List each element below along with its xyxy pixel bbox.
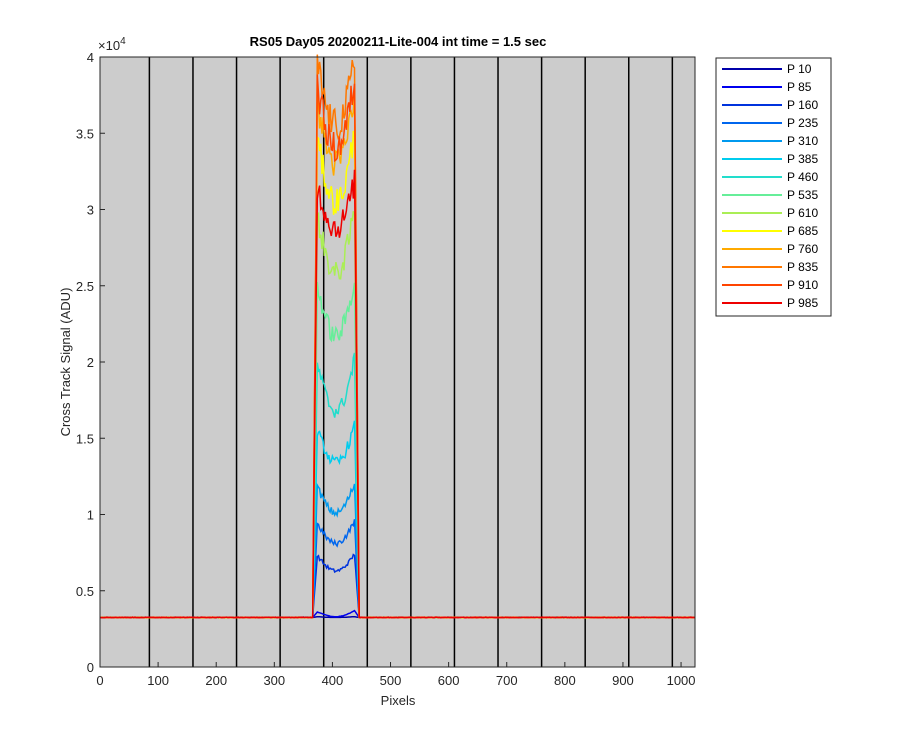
legend: P 10 P 85 P 160 P 235 P 310 P 385 P 460 P 535 P … <box>715 57 832 317</box>
legend-label-p-910: P 910 <box>787 278 818 292</box>
x-tick-group: 0 100 200 300 400 500 600 700 800 900 1000 <box>96 662 696 688</box>
legend-label-p-985: P 985 <box>787 296 818 310</box>
series-group <box>99 54 696 619</box>
legend-label-p-460: P 460 <box>787 170 818 184</box>
y-tick-label-0: 0 <box>87 660 94 675</box>
legend-label-p-235: P 235 <box>787 116 818 130</box>
chart-title: RS05 Day05 20200211-Lite-004 int time = … <box>250 34 547 49</box>
x-tick-label-900: 900 <box>612 673 634 688</box>
x-tick-label-0: 0 <box>96 673 103 688</box>
legend-label-p-85: P 85 <box>787 80 812 94</box>
vertical-line-group <box>148 57 674 667</box>
x-tick-label-200: 200 <box>205 673 227 688</box>
x-tick-label-300: 300 <box>263 673 285 688</box>
x-tick-label-800: 800 <box>554 673 576 688</box>
x-tick-label-600: 600 <box>438 673 460 688</box>
y-tick-label-30000: 3 <box>87 203 94 218</box>
y-tick-label-20000: 2 <box>87 355 94 370</box>
x-tick-label-500: 500 <box>380 673 402 688</box>
legend-box <box>715 57 832 317</box>
legend-label-p-10: P 10 <box>787 62 812 76</box>
plot-background <box>100 57 695 667</box>
y-tick-label-10000: 1 <box>87 508 94 523</box>
y-tick-label-35000: 3.5 <box>76 126 94 141</box>
legend-label-p-385: P 385 <box>787 152 818 166</box>
y-tick-group: 0 0.5 1 1.5 2 2.5 3 3.5 4 <box>76 50 105 675</box>
x-tick-label-400: 400 <box>322 673 344 688</box>
legend-label-p-760: P 760 <box>787 242 818 256</box>
y-exponent-label: ×104 <box>98 36 126 53</box>
legend-label-p-310: P 310 <box>787 134 818 148</box>
legend-label-p-610: P 610 <box>787 206 818 220</box>
x-axis-label: Pixels <box>381 693 416 708</box>
x-tick-label-100: 100 <box>147 673 169 688</box>
legend-label-p-685: P 685 <box>787 224 818 238</box>
y-tick-label-5000: 0.5 <box>76 584 94 599</box>
legend-label-p-160: P 160 <box>787 98 818 112</box>
legend-label-p-835: P 835 <box>787 260 818 274</box>
y-axis-label: Cross Track Signal (ADU) <box>58 288 73 437</box>
x-tick-label-1000: 1000 <box>667 673 696 688</box>
y-tick-label-15000: 1.5 <box>76 431 94 446</box>
legend-label-p-535: P 535 <box>787 188 818 202</box>
y-tick-label-40000: 4 <box>87 50 94 65</box>
y-tick-label-25000: 2.5 <box>76 279 94 294</box>
x-tick-label-700: 700 <box>496 673 518 688</box>
series-line-p-985 <box>99 169 696 619</box>
